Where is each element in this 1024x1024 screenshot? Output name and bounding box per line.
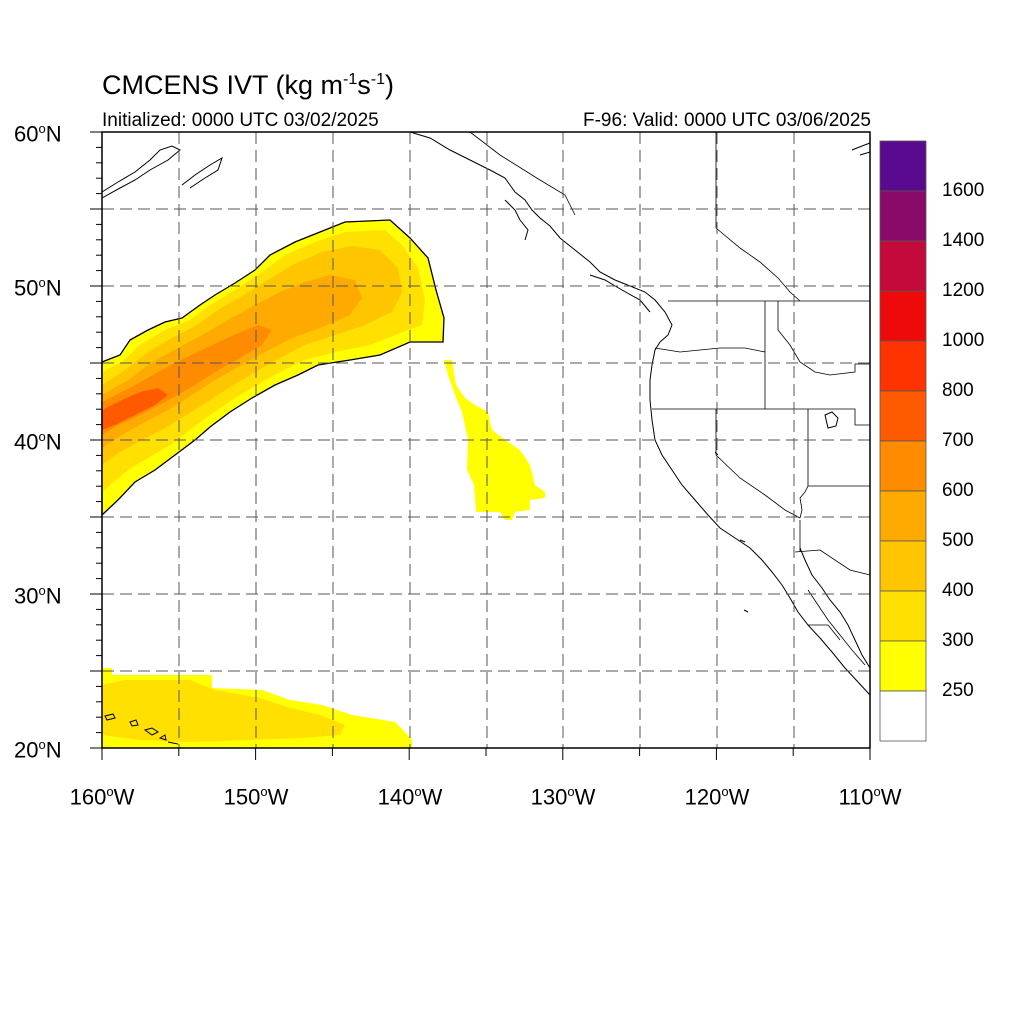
lon-label-150w: 150oW xyxy=(223,784,289,810)
colorbar-box xyxy=(879,340,927,392)
lat-label-20n: 20oN xyxy=(14,737,62,763)
lon-label-110w: 110oW xyxy=(838,784,902,810)
lon-label-160w: 160oW xyxy=(69,784,135,810)
lon-label-140w: 140oW xyxy=(377,784,443,810)
offshore-plume-250 xyxy=(444,360,545,520)
colorbar-box xyxy=(879,290,927,342)
lat-label-60n: 60oN xyxy=(14,121,62,147)
colorbar-box xyxy=(879,690,927,742)
colorbar-label-400: 400 xyxy=(942,580,974,601)
colorbar-box xyxy=(879,240,927,292)
colorbar-label-500: 500 xyxy=(942,530,974,551)
colorbar-box xyxy=(879,490,927,542)
lat-label-30n: 30oN xyxy=(14,583,62,609)
colorbar-label-600: 600 xyxy=(942,480,974,501)
lon-label-130w: 130oW xyxy=(530,784,596,810)
axis-ticks xyxy=(90,131,871,760)
colorbar-label-800: 800 xyxy=(942,380,974,401)
colorbar-label-1400: 1400 xyxy=(942,230,985,251)
subtropical-band-300 xyxy=(102,680,345,742)
coastlines xyxy=(101,131,871,745)
colorbar-box xyxy=(879,440,927,492)
colorbar-label-1200: 1200 xyxy=(942,280,985,301)
chart-title: CMCENS IVT (kg m-1s-1) xyxy=(102,70,394,100)
colorbar-box xyxy=(879,640,927,692)
colorbar-box xyxy=(879,190,927,242)
lon-label-120w: 120oW xyxy=(684,784,750,810)
colorbar xyxy=(879,140,927,742)
colorbar-label-1600: 1600 xyxy=(942,180,985,201)
colorbar-box xyxy=(879,590,927,642)
colorbar-box xyxy=(879,540,927,592)
colorbar-label-300: 300 xyxy=(942,630,974,651)
lat-label-40n: 40oN xyxy=(14,429,62,455)
colorbar-box xyxy=(879,390,927,442)
colorbar-box xyxy=(879,140,927,192)
initialized-time: Initialized: 0000 UTC 03/02/2025 xyxy=(102,110,379,131)
lat-lon-grid xyxy=(102,132,870,748)
colorbar-label-1000: 1000 xyxy=(942,330,985,351)
colorbar-label-700: 700 xyxy=(942,430,974,451)
lat-label-50n: 50oN xyxy=(14,275,62,301)
ivt-shading xyxy=(101,219,545,748)
ar-plume-700 xyxy=(102,388,168,430)
political-borders xyxy=(469,131,871,666)
valid-time: F-96: Valid: 0000 UTC 03/06/2025 xyxy=(583,110,871,131)
colorbar-label-250: 250 xyxy=(942,680,974,701)
